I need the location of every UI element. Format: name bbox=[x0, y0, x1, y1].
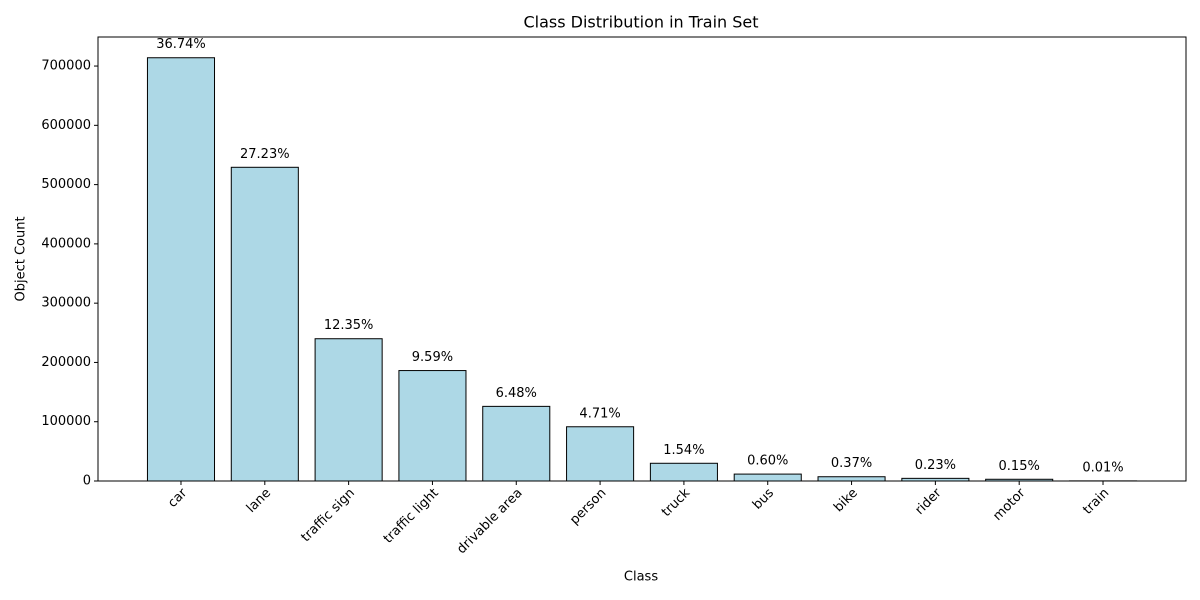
x-tick-label: truck bbox=[659, 485, 694, 520]
y-axis-label: Object Count bbox=[14, 216, 29, 301]
x-tick-label: drivable area bbox=[454, 486, 525, 557]
bar bbox=[733, 473, 802, 482]
bar bbox=[901, 477, 970, 482]
bar bbox=[482, 405, 551, 482]
y-tick-label: 300000 bbox=[41, 296, 91, 311]
y-tick-label: 500000 bbox=[41, 177, 91, 192]
x-tick-label: lane bbox=[244, 486, 274, 516]
x-tick-label: person bbox=[567, 486, 609, 528]
data-label: 1.54% bbox=[663, 443, 704, 458]
data-label: 0.37% bbox=[831, 456, 872, 471]
y-tick-label: 100000 bbox=[41, 414, 91, 429]
x-tick-label: bus bbox=[750, 486, 777, 513]
x-tick-label: train bbox=[1080, 486, 1112, 518]
x-tick-label: traffic sign bbox=[298, 486, 357, 545]
bar bbox=[566, 426, 635, 482]
bar bbox=[985, 478, 1054, 482]
data-label: 27.23% bbox=[240, 147, 290, 162]
plot-frame bbox=[97, 36, 1187, 482]
data-label: 4.71% bbox=[579, 406, 620, 421]
x-tick-label: motor bbox=[990, 485, 1029, 524]
bar bbox=[398, 370, 467, 482]
x-tick-label: traffic light bbox=[381, 486, 442, 547]
x-tick-label: rider bbox=[912, 485, 945, 518]
data-label: 12.35% bbox=[324, 318, 374, 333]
data-label: 0.60% bbox=[747, 454, 788, 469]
chart-title: Class Distribution in Train Set bbox=[523, 13, 758, 32]
y-tick-label: 400000 bbox=[41, 236, 91, 251]
y-tick-label: 700000 bbox=[41, 59, 91, 74]
bar bbox=[649, 462, 718, 482]
data-label: 0.01% bbox=[1082, 460, 1123, 475]
data-label: 9.59% bbox=[412, 350, 453, 365]
bar bbox=[817, 476, 886, 482]
data-label: 0.15% bbox=[999, 459, 1040, 474]
y-tick-label: 200000 bbox=[41, 355, 91, 370]
bar bbox=[314, 338, 383, 482]
data-label: 6.48% bbox=[496, 386, 537, 401]
bar bbox=[146, 57, 216, 482]
x-tick-label: bike bbox=[831, 486, 861, 516]
data-label: 0.23% bbox=[915, 458, 956, 473]
data-label: 36.74% bbox=[156, 37, 206, 52]
y-tick-label: 600000 bbox=[41, 118, 91, 133]
bar bbox=[230, 166, 299, 482]
x-tick-label: car bbox=[165, 485, 191, 511]
x-axis-label: Class bbox=[624, 570, 658, 585]
y-tick-label: 0 bbox=[83, 474, 91, 489]
